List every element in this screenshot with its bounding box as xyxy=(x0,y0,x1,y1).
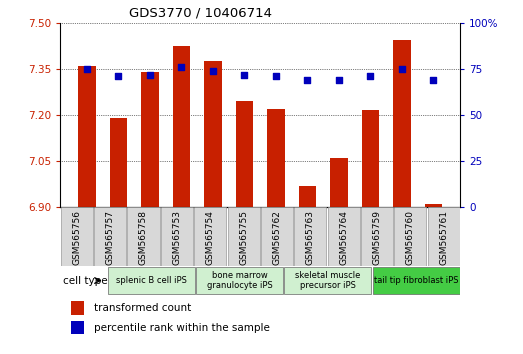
Bar xyxy=(236,101,253,207)
Point xyxy=(429,77,438,83)
Title: GDS3770 / 10406714: GDS3770 / 10406714 xyxy=(129,6,271,19)
Point xyxy=(240,72,248,78)
Bar xyxy=(173,46,190,207)
Text: bone marrow
granulocyte iPS: bone marrow granulocyte iPS xyxy=(207,271,272,290)
Bar xyxy=(108,267,195,294)
Bar xyxy=(78,66,96,207)
Text: GSM565754: GSM565754 xyxy=(206,210,214,265)
Point xyxy=(177,64,186,70)
Text: GSM565756: GSM565756 xyxy=(72,210,81,265)
Bar xyxy=(327,207,359,266)
Text: cell type: cell type xyxy=(63,275,107,286)
Bar xyxy=(161,207,193,266)
Bar xyxy=(261,207,293,266)
Point xyxy=(366,74,374,79)
Point xyxy=(303,77,312,83)
Bar xyxy=(330,158,348,207)
Bar xyxy=(362,110,379,207)
Text: skeletal muscle
precursor iPS: skeletal muscle precursor iPS xyxy=(295,271,360,290)
Bar xyxy=(267,109,285,207)
Bar xyxy=(299,185,316,207)
Bar xyxy=(94,207,126,266)
Bar xyxy=(196,267,283,294)
Point xyxy=(335,77,343,83)
Text: tail tip fibroblast iPS: tail tip fibroblast iPS xyxy=(374,276,458,285)
Point xyxy=(397,66,406,72)
Text: GSM565762: GSM565762 xyxy=(272,210,281,265)
Bar xyxy=(425,204,442,207)
Bar xyxy=(128,207,160,266)
Bar xyxy=(110,118,127,207)
Bar xyxy=(71,321,84,334)
Text: splenic B cell iPS: splenic B cell iPS xyxy=(116,276,187,285)
Text: transformed count: transformed count xyxy=(94,303,191,313)
Text: GSM565760: GSM565760 xyxy=(406,210,415,265)
Bar xyxy=(361,207,393,266)
Point xyxy=(115,74,123,79)
Bar xyxy=(194,207,226,266)
Bar xyxy=(61,207,93,266)
Bar xyxy=(71,301,84,315)
Point xyxy=(209,68,217,74)
Text: GSM565753: GSM565753 xyxy=(173,210,181,265)
Point xyxy=(272,74,280,79)
Bar xyxy=(141,72,158,207)
Point xyxy=(146,72,154,78)
Text: GSM565759: GSM565759 xyxy=(372,210,381,265)
Bar xyxy=(228,207,259,266)
Bar xyxy=(428,207,460,266)
Text: GSM565757: GSM565757 xyxy=(106,210,115,265)
Text: GSM565761: GSM565761 xyxy=(439,210,448,265)
Bar xyxy=(204,61,222,207)
Bar xyxy=(394,207,426,266)
Text: GSM565763: GSM565763 xyxy=(306,210,315,265)
Text: GSM565764: GSM565764 xyxy=(339,210,348,265)
Text: GSM565755: GSM565755 xyxy=(239,210,248,265)
Bar xyxy=(294,207,326,266)
Text: GSM565758: GSM565758 xyxy=(139,210,148,265)
Text: percentile rank within the sample: percentile rank within the sample xyxy=(94,323,270,333)
Bar xyxy=(285,267,371,294)
Bar xyxy=(372,267,460,294)
Point xyxy=(83,66,91,72)
Bar xyxy=(393,40,411,207)
